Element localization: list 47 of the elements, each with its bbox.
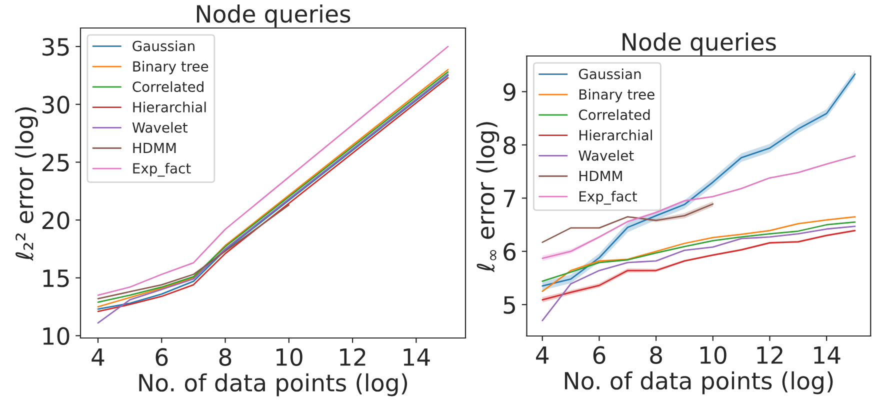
legend-label: HDMM (133, 142, 176, 153)
line-series (542, 216, 856, 292)
legend-label: Hierarchial (133, 102, 206, 112)
legend-label: Exp_fact (580, 190, 638, 205)
line-series (542, 226, 856, 322)
x-tick-label: 4 (536, 346, 549, 364)
x-tick-label: 14 (404, 348, 430, 366)
x-tick-label: 8 (219, 348, 232, 366)
y-tick-label: 5 (504, 296, 515, 314)
y-tick-label: 30 (42, 96, 70, 114)
y-axis-title: ℓ$_{∞}$ error (log) (476, 122, 500, 272)
legend-label: Wavelet (578, 150, 634, 161)
legend-label: Correlated (578, 109, 650, 120)
y-tick-label: 9 (503, 83, 516, 101)
legend-label: Hierarchial (580, 130, 652, 140)
x-tick-label: 10 (276, 348, 302, 366)
y-tick-label: 7 (504, 190, 516, 208)
x-tick-label: 14 (814, 346, 840, 364)
x-tick-label: 12 (340, 348, 366, 366)
legend-label: HDMM (580, 170, 622, 181)
line-series (97, 204, 290, 300)
x-tick-label: 6 (156, 348, 168, 366)
legend-label: Exp_fact (133, 162, 191, 177)
y-tick-label: 6 (504, 242, 516, 261)
y-tick-label: 8 (504, 136, 516, 154)
x-tick-label: 10 (700, 346, 726, 364)
legend-label: Correlated (132, 81, 204, 92)
x-axis-title: No. of data points (log) (564, 371, 833, 394)
legend-label: Wavelet (132, 122, 188, 133)
y-axis-title: ℓ₂² error (log) (15, 107, 38, 261)
x-tick-label: 4 (92, 348, 104, 366)
legend-label: Gaussian (578, 68, 641, 80)
y-tick-label: 10 (43, 327, 70, 345)
chart-title: Node queries (196, 4, 350, 28)
chart-title: Node queries (622, 32, 776, 56)
line-series (542, 221, 856, 282)
x-axis-title: No. of data points (log) (139, 373, 408, 396)
y-tick-label: 20 (42, 211, 70, 230)
y-tick-label: 25 (42, 154, 69, 172)
x-tick-label: 12 (757, 346, 782, 364)
x-tick-label: 8 (650, 346, 662, 364)
legend-label: Gaussian (132, 40, 194, 52)
legend-label: Binary tree (580, 88, 654, 102)
y-tick-label: 15 (43, 270, 69, 288)
x-tick-label: 6 (593, 346, 606, 364)
y-tick-label: 35 (42, 38, 69, 56)
legend-label: Binary tree (133, 60, 208, 74)
